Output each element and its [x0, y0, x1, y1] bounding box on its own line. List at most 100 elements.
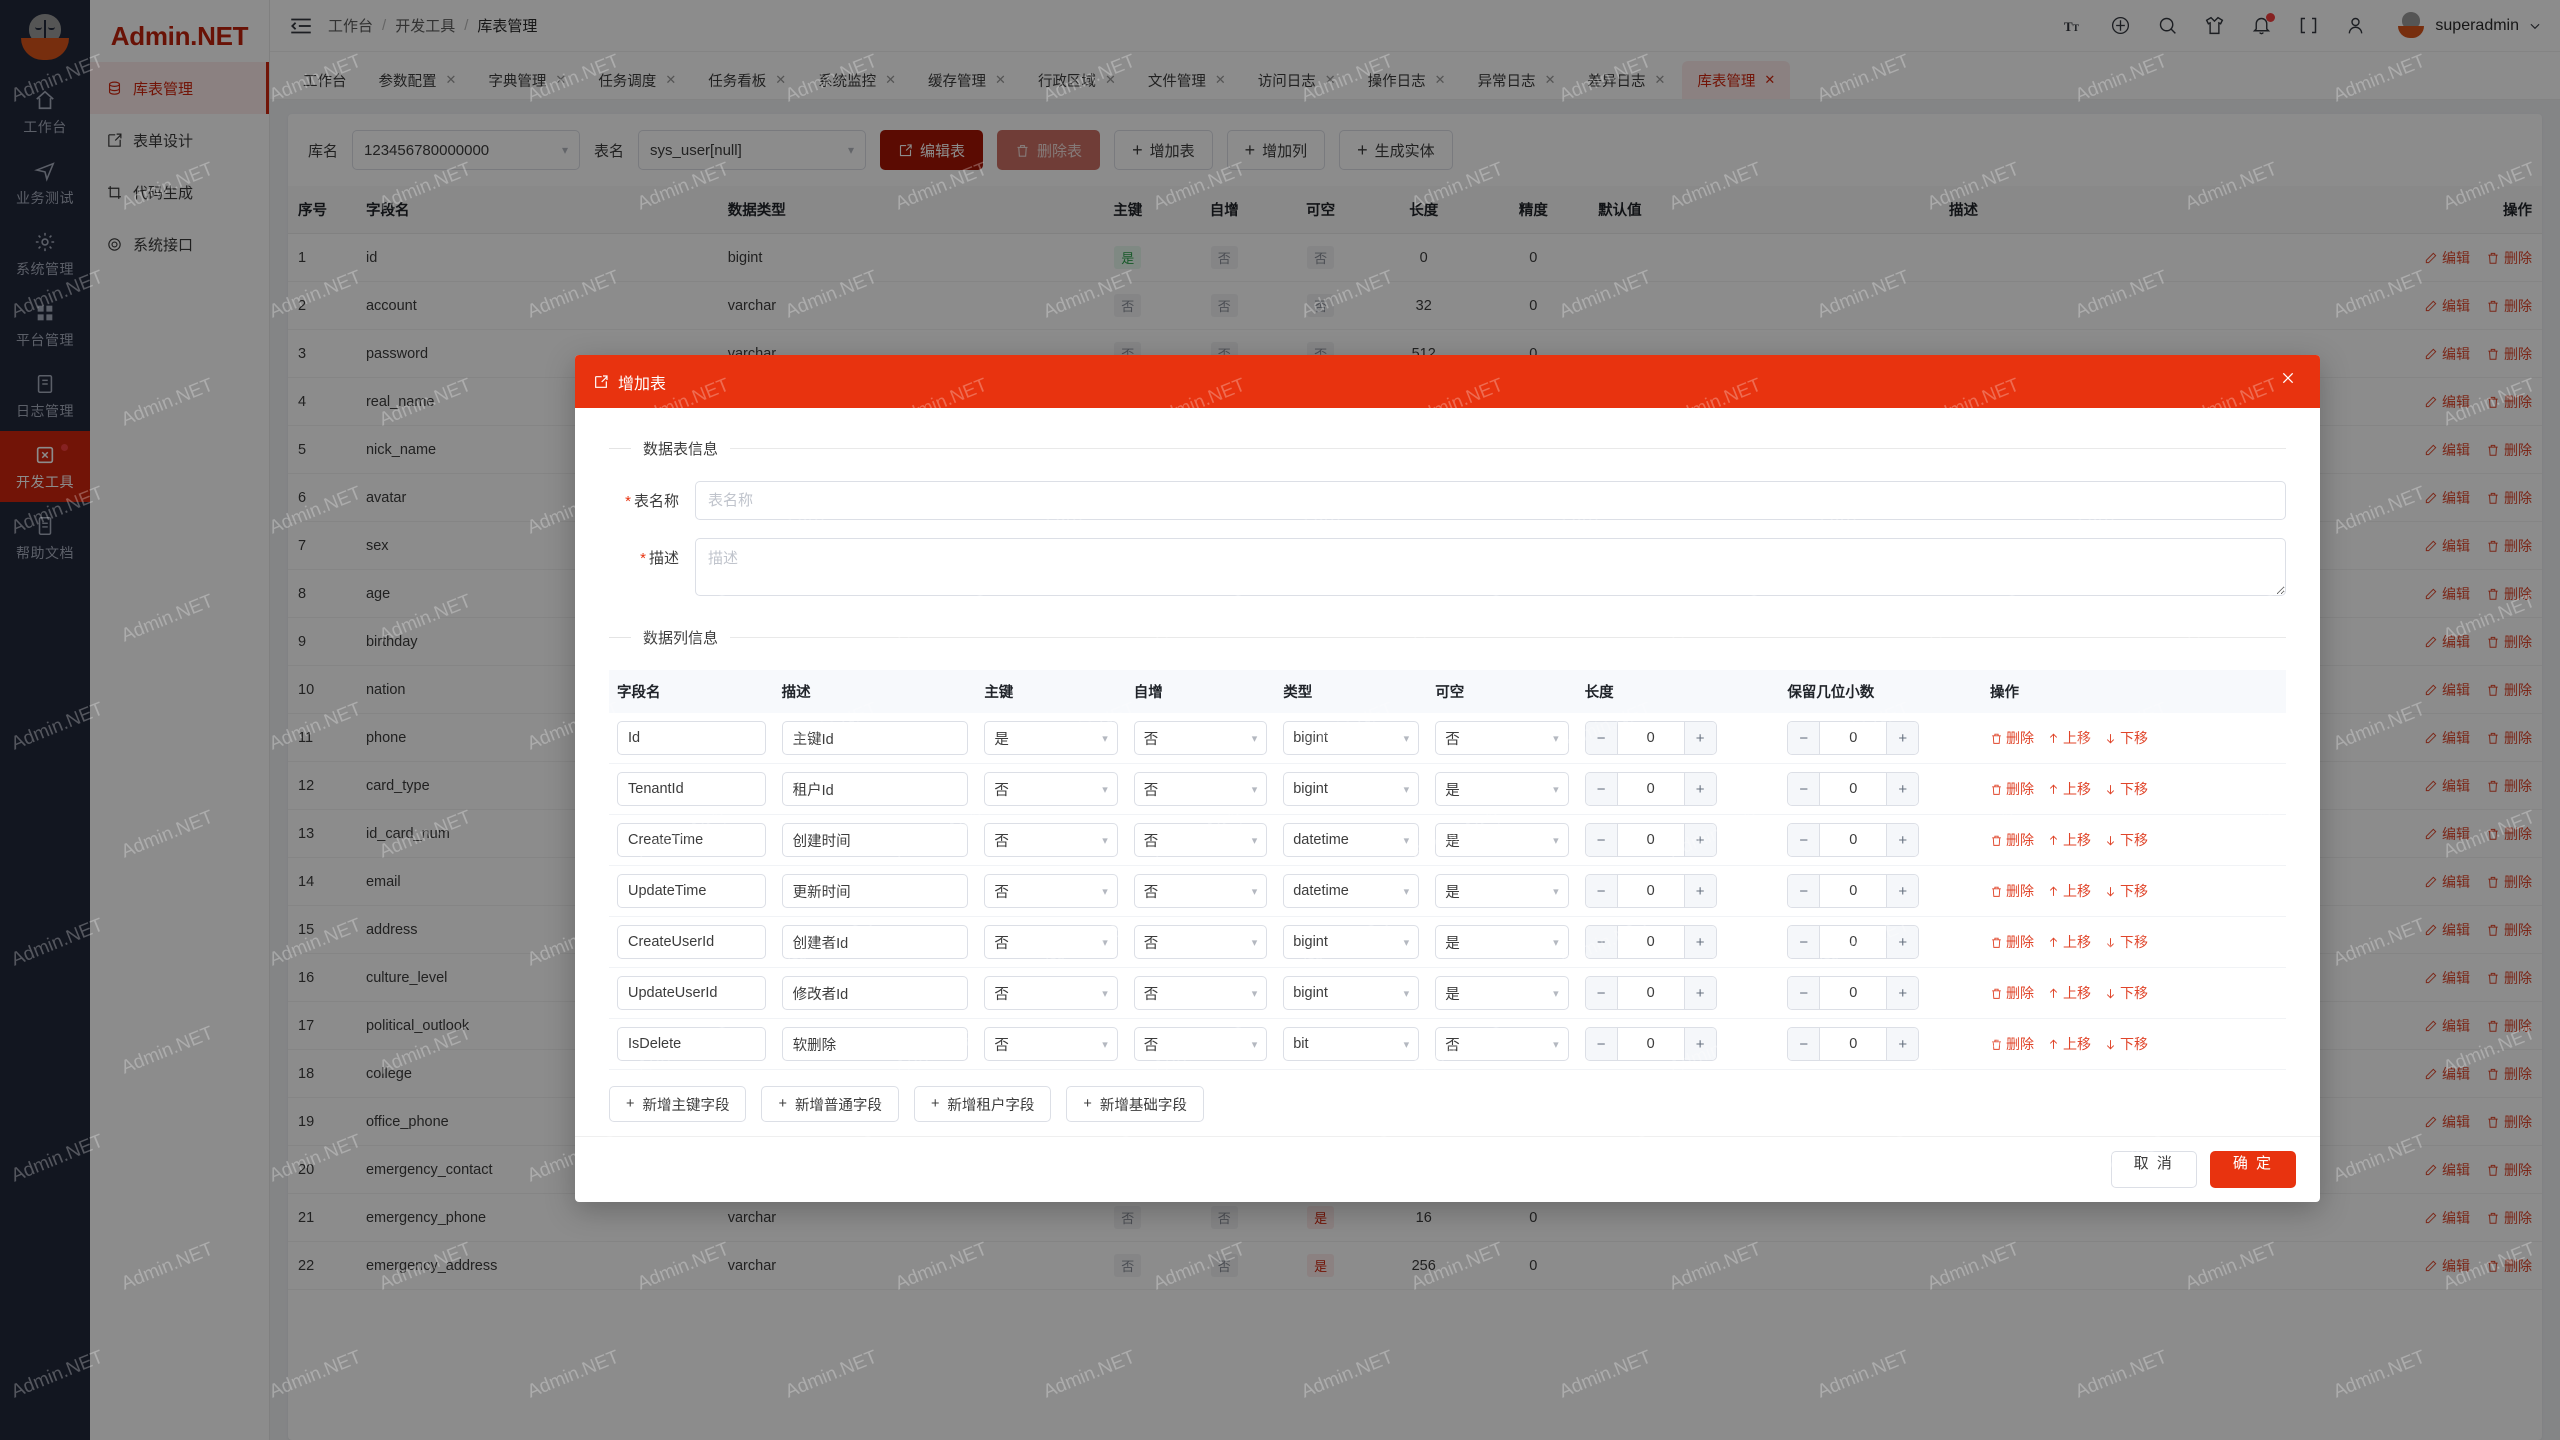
- data-type-select[interactable]: bigint ▾: [1283, 925, 1420, 959]
- tab-close-icon[interactable]: ✕: [665, 72, 677, 87]
- row-delete-button[interactable]: 删除: [2486, 1208, 2532, 1228]
- row-delete-button[interactable]: 删除: [2486, 776, 2532, 796]
- edit-table-button[interactable]: 编辑表: [880, 130, 984, 170]
- scale-stepper-decrement[interactable]: −: [1788, 1028, 1821, 1060]
- row-edit-button[interactable]: 编辑: [2424, 1208, 2470, 1228]
- nullable-select[interactable]: 是 ▾: [1435, 823, 1569, 857]
- length-stepper-increment[interactable]: +: [1683, 773, 1716, 805]
- primary-key-select[interactable]: 否 ▾: [984, 823, 1118, 857]
- length-stepper-increment[interactable]: +: [1683, 977, 1716, 1009]
- tab-2[interactable]: 字典管理 ✕: [473, 61, 581, 99]
- scale-stepper[interactable]: − 0 +: [1787, 1027, 1920, 1061]
- data-type-select[interactable]: bit ▾: [1283, 1027, 1420, 1061]
- row-delete-button[interactable]: 删除: [2486, 920, 2532, 940]
- scale-stepper-decrement[interactable]: −: [1788, 722, 1821, 754]
- row-delete-button[interactable]: 删除: [2486, 584, 2532, 604]
- theme-shirt-icon[interactable]: [2204, 15, 2225, 36]
- row-delete-button[interactable]: 删除: [2486, 248, 2532, 268]
- row-delete-button[interactable]: 删除: [2486, 1160, 2532, 1180]
- length-stepper[interactable]: − 0 +: [1584, 823, 1717, 857]
- primary-key-select[interactable]: 否 ▾: [984, 772, 1118, 806]
- row-edit-button[interactable]: 编辑: [2424, 248, 2470, 268]
- tab-close-icon[interactable]: ✕: [1324, 72, 1336, 87]
- search-icon[interactable]: [2157, 15, 2178, 36]
- dialog-row-delete-button[interactable]: 删除: [1990, 1034, 2034, 1054]
- rail-item-3[interactable]: 平台管理: [0, 289, 90, 360]
- language-globe-icon[interactable]: [2110, 15, 2131, 36]
- tab-7[interactable]: 行政区域 ✕: [1023, 61, 1131, 99]
- auto-increment-select[interactable]: 否 ▾: [1133, 976, 1268, 1010]
- breadcrumb-item-1[interactable]: 开发工具: [395, 18, 456, 35]
- dialog-row-delete-button[interactable]: 删除: [1990, 779, 2034, 799]
- tab-12[interactable]: 差异日志 ✕: [1572, 61, 1680, 99]
- table-name-input[interactable]: [695, 481, 2286, 520]
- tab-close-icon[interactable]: ✕: [885, 72, 897, 87]
- row-edit-button[interactable]: 编辑: [2424, 1064, 2470, 1084]
- dialog-row-delete-button[interactable]: 删除: [1990, 983, 2034, 1003]
- tab-9[interactable]: 访问日志 ✕: [1243, 61, 1351, 99]
- scale-stepper-decrement[interactable]: −: [1788, 824, 1821, 856]
- tab-8[interactable]: 文件管理 ✕: [1133, 61, 1241, 99]
- tab-close-icon[interactable]: ✕: [1654, 72, 1666, 87]
- tab-10[interactable]: 操作日志 ✕: [1353, 61, 1461, 99]
- tab-close-icon[interactable]: ✕: [995, 72, 1006, 87]
- row-edit-button[interactable]: 编辑: [2424, 296, 2470, 316]
- fullscreen-icon[interactable]: [2298, 15, 2319, 36]
- field-name-input[interactable]: [617, 976, 766, 1010]
- row-edit-button[interactable]: 编辑: [2424, 824, 2470, 844]
- rail-item-2[interactable]: 系统管理: [0, 218, 90, 289]
- tab-0[interactable]: 工作台: [288, 61, 362, 99]
- row-edit-button[interactable]: 编辑: [2424, 1016, 2470, 1036]
- scale-stepper[interactable]: − 0 +: [1787, 976, 1920, 1010]
- scale-stepper[interactable]: − 0 +: [1787, 721, 1920, 755]
- dialog-row-delete-button[interactable]: 删除: [1990, 728, 2034, 748]
- tab-close-icon[interactable]: ✕: [445, 72, 457, 87]
- row-delete-button[interactable]: 删除: [2486, 344, 2532, 364]
- tab-close-icon[interactable]: ✕: [1214, 72, 1226, 87]
- row-edit-button[interactable]: 编辑: [2424, 776, 2470, 796]
- length-stepper[interactable]: − 0 +: [1584, 925, 1717, 959]
- field-desc-input[interactable]: [781, 874, 969, 908]
- field-desc-input[interactable]: [781, 721, 969, 755]
- field-name-input[interactable]: [617, 772, 766, 806]
- length-stepper-decrement[interactable]: −: [1585, 926, 1618, 958]
- scale-stepper[interactable]: − 0 +: [1787, 925, 1920, 959]
- confirm-button[interactable]: 确 定: [2209, 1151, 2296, 1188]
- row-edit-button[interactable]: 编辑: [2424, 728, 2470, 748]
- row-edit-button[interactable]: 编辑: [2424, 440, 2470, 460]
- scale-stepper-decrement[interactable]: −: [1788, 773, 1821, 805]
- scale-stepper[interactable]: − 0 +: [1787, 874, 1920, 908]
- scale-stepper-increment[interactable]: +: [1886, 977, 1919, 1009]
- row-edit-button[interactable]: 编辑: [2424, 488, 2470, 508]
- row-delete-button[interactable]: 删除: [2486, 632, 2532, 652]
- dialog-row-delete-button[interactable]: 删除: [1990, 881, 2034, 901]
- row-edit-button[interactable]: 编辑: [2424, 968, 2470, 988]
- rail-item-1[interactable]: 业务测试: [0, 147, 90, 218]
- length-stepper-decrement[interactable]: −: [1585, 722, 1618, 754]
- dialog-row-moveup-button[interactable]: 上移: [2047, 830, 2091, 850]
- length-stepper-decrement[interactable]: −: [1585, 977, 1618, 1009]
- add-field-button-3[interactable]: + 新增基础字段: [1066, 1086, 1204, 1122]
- row-edit-button[interactable]: 编辑: [2424, 872, 2470, 892]
- sidebar-item-0[interactable]: 库表管理: [90, 62, 269, 114]
- dialog-row-movedown-button[interactable]: 下移: [2104, 983, 2148, 1003]
- scale-stepper-increment[interactable]: +: [1886, 926, 1919, 958]
- dialog-row-moveup-button[interactable]: 上移: [2047, 779, 2091, 799]
- tab-1[interactable]: 参数配置 ✕: [364, 61, 472, 99]
- row-delete-button[interactable]: 删除: [2486, 440, 2532, 460]
- delete-table-button[interactable]: 删除表: [997, 130, 1101, 170]
- row-edit-button[interactable]: 编辑: [2424, 632, 2470, 652]
- length-stepper-increment[interactable]: +: [1683, 1028, 1716, 1060]
- rail-item-6[interactable]: 帮助文档: [0, 502, 90, 573]
- dialog-row-movedown-button[interactable]: 下移: [2104, 932, 2148, 952]
- length-stepper[interactable]: − 0 +: [1584, 721, 1717, 755]
- tab-13[interactable]: 库表管理 ✕: [1682, 61, 1791, 99]
- length-stepper-decrement[interactable]: −: [1585, 875, 1618, 907]
- notification-bell-icon[interactable]: [2251, 13, 2276, 36]
- tab-close-icon[interactable]: ✕: [775, 72, 787, 87]
- sidebar-item-2[interactable]: 代码生成: [90, 166, 269, 218]
- row-delete-button[interactable]: 删除: [2486, 680, 2532, 700]
- field-name-input[interactable]: [617, 874, 766, 908]
- field-desc-input[interactable]: [781, 1027, 969, 1061]
